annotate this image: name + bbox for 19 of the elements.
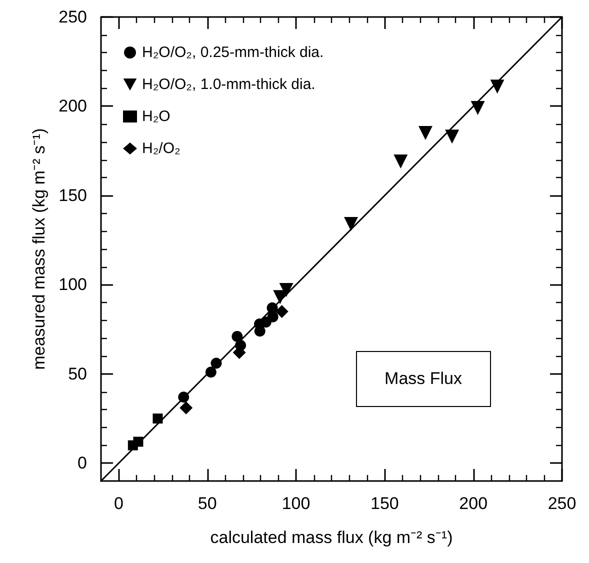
x-tick-label: 0 xyxy=(114,494,124,513)
x-axis-title: calculated mass flux (kg m⁻² s⁻¹) xyxy=(210,528,453,547)
y-tick-label: 200 xyxy=(58,96,87,116)
annotation: Mass Flux xyxy=(356,351,491,407)
legend-label: H₂O xyxy=(142,108,170,125)
y-tick-label: 50 xyxy=(68,364,87,384)
legend-label: H₂/O₂ xyxy=(142,140,180,157)
y-axis-title: measured mass flux (kg m⁻² s⁻¹) xyxy=(30,128,49,370)
x-tick-label: 100 xyxy=(282,494,310,513)
legend-label: H₂O/O₂, 0.25-mm-thick dia. xyxy=(142,44,324,61)
x-tick-label: 150 xyxy=(370,494,399,513)
legend-label: H₂O/O₂, 1.0-mm-thick dia. xyxy=(142,76,316,93)
x-tick-label: 50 xyxy=(198,494,217,513)
x-tick-label: 200 xyxy=(459,494,488,513)
y-tick-label: 100 xyxy=(58,275,87,294)
y-tick-label: 150 xyxy=(58,186,87,205)
x-tick-label: 250 xyxy=(548,494,576,513)
y-tick-label: 250 xyxy=(58,8,87,26)
y-tick-label: 0 xyxy=(78,454,87,473)
